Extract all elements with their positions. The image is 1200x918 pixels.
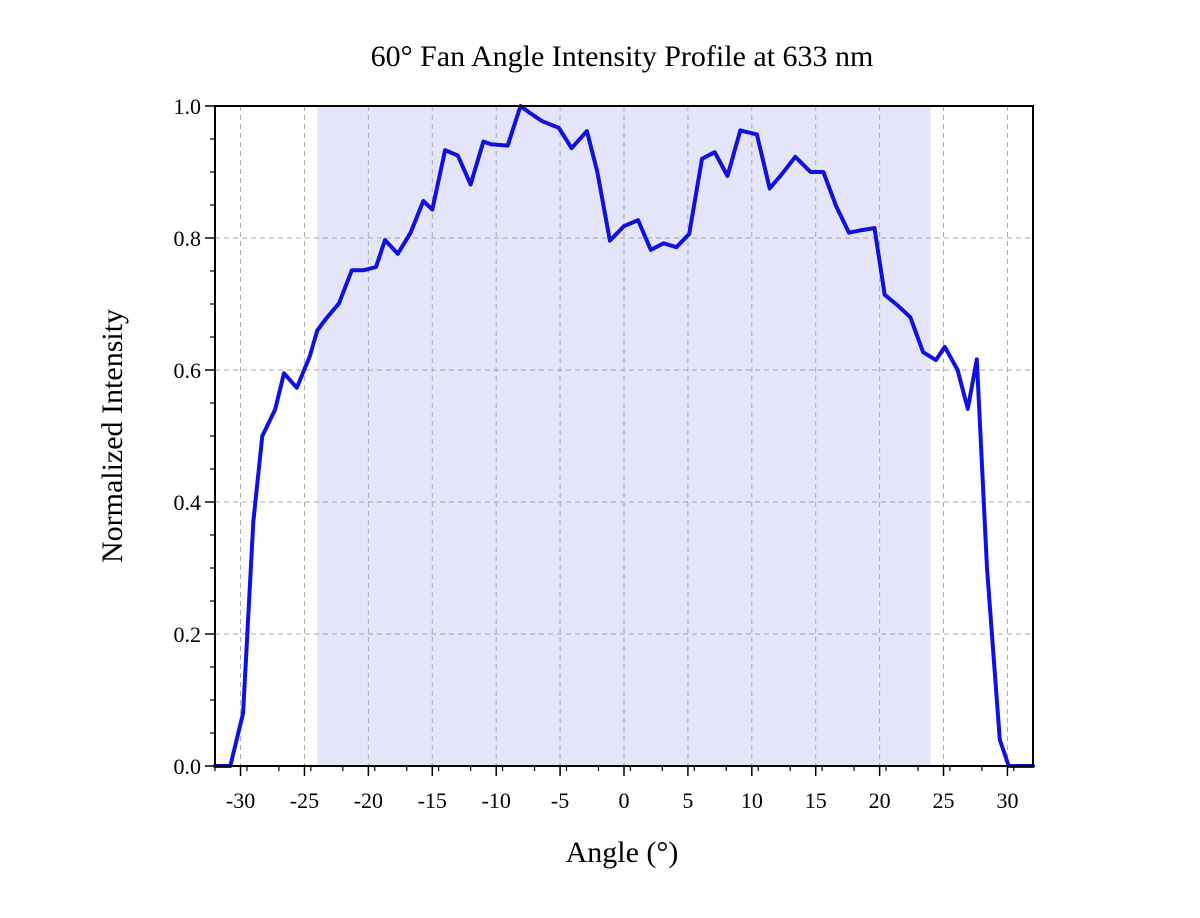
x-tick-label: 20 bbox=[869, 788, 891, 813]
x-tick-label: 10 bbox=[741, 788, 763, 813]
x-tick-label: 15 bbox=[805, 788, 827, 813]
x-tick-label: 30 bbox=[996, 788, 1018, 813]
y-tick-label: 0.8 bbox=[174, 226, 202, 251]
x-tick-label: -30 bbox=[226, 788, 255, 813]
y-tick-label: 0.6 bbox=[174, 358, 202, 383]
x-tick-label: -15 bbox=[418, 788, 447, 813]
x-tick-label: 5 bbox=[682, 788, 693, 813]
x-tick-label: 0 bbox=[619, 788, 630, 813]
chart-title: 60° Fan Angle Intensity Profile at 633 n… bbox=[371, 40, 874, 73]
y-tick-label: 0.0 bbox=[174, 754, 202, 779]
y-axis-label: Normalized Intensity bbox=[96, 309, 129, 563]
x-tick-label: -25 bbox=[290, 788, 319, 813]
x-tick-label: -20 bbox=[354, 788, 383, 813]
y-tick-label: 1.0 bbox=[174, 94, 202, 119]
y-tick-label: 0.2 bbox=[174, 622, 202, 647]
x-tick-label: -10 bbox=[482, 788, 511, 813]
intensity-line bbox=[213, 104, 1035, 768]
x-axis-label: Angle (°) bbox=[566, 836, 679, 869]
x-tick-label: -5 bbox=[551, 788, 569, 813]
x-tick-label: 25 bbox=[933, 788, 955, 813]
y-tick-label: 0.4 bbox=[174, 490, 202, 515]
